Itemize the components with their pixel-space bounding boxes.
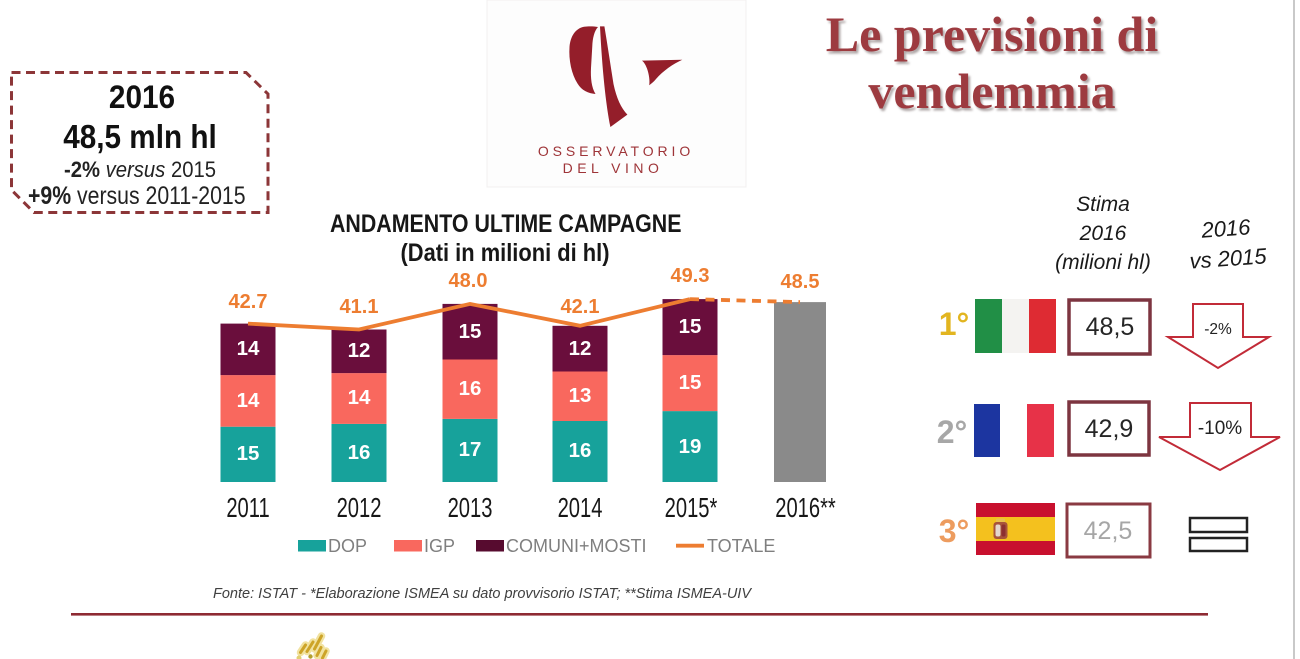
svg-text:OSSERVATORIO: OSSERVATORIO bbox=[538, 143, 694, 159]
svg-text:DEL VINO: DEL VINO bbox=[563, 160, 664, 176]
